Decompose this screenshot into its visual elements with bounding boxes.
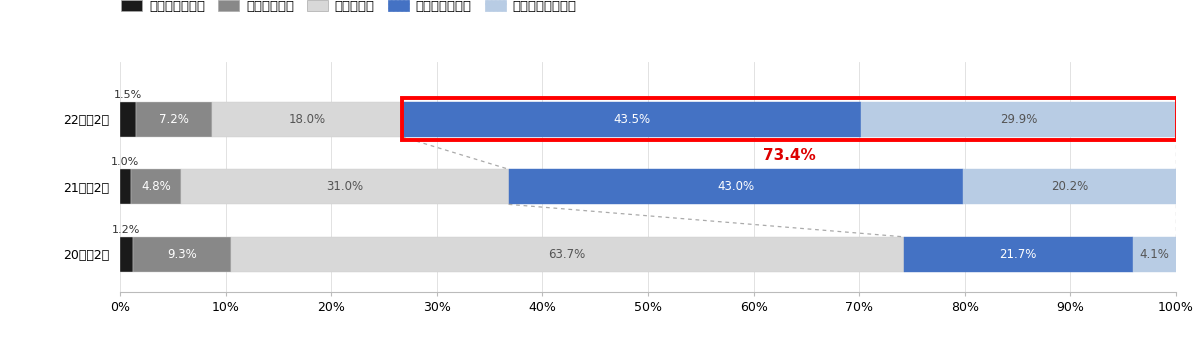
Bar xyxy=(133,237,230,272)
Bar xyxy=(212,102,402,137)
Legend: かなり楽になる, 多少楽になる, 変わらない, 多少厳しくなる, かなり厳しくなる: かなり楽になる, 多少楽になる, 変わらない, 多少厳しくなる, かなり厳しくな… xyxy=(116,0,582,19)
Text: 43.5%: 43.5% xyxy=(613,113,650,126)
Bar xyxy=(904,237,1133,272)
Text: 1.5%: 1.5% xyxy=(114,90,142,99)
Bar xyxy=(120,237,133,272)
Bar xyxy=(509,169,962,204)
Text: 18.0%: 18.0% xyxy=(288,113,325,126)
Bar xyxy=(1133,237,1176,272)
Bar xyxy=(120,102,136,137)
Bar xyxy=(120,169,131,204)
Text: 4.1%: 4.1% xyxy=(1140,248,1169,261)
Text: 20.2%: 20.2% xyxy=(1051,180,1088,193)
Bar xyxy=(962,169,1176,204)
Text: 43.0%: 43.0% xyxy=(718,180,755,193)
Text: 1.2%: 1.2% xyxy=(112,225,140,235)
Text: 31.0%: 31.0% xyxy=(326,180,364,193)
Text: 9.3%: 9.3% xyxy=(167,248,197,261)
Bar xyxy=(402,102,862,137)
Bar xyxy=(181,169,509,204)
Bar xyxy=(136,102,212,137)
Bar xyxy=(131,169,181,204)
Bar xyxy=(230,237,904,272)
Bar xyxy=(402,98,1177,140)
Text: 7.2%: 7.2% xyxy=(158,113,188,126)
Text: 63.7%: 63.7% xyxy=(548,248,586,261)
Text: 4.8%: 4.8% xyxy=(142,180,170,193)
Text: 29.9%: 29.9% xyxy=(1001,113,1038,126)
Text: 21.7%: 21.7% xyxy=(1000,248,1037,261)
Text: 73.4%: 73.4% xyxy=(763,148,816,163)
Text: 1.0%: 1.0% xyxy=(112,157,139,167)
Bar xyxy=(862,102,1177,137)
